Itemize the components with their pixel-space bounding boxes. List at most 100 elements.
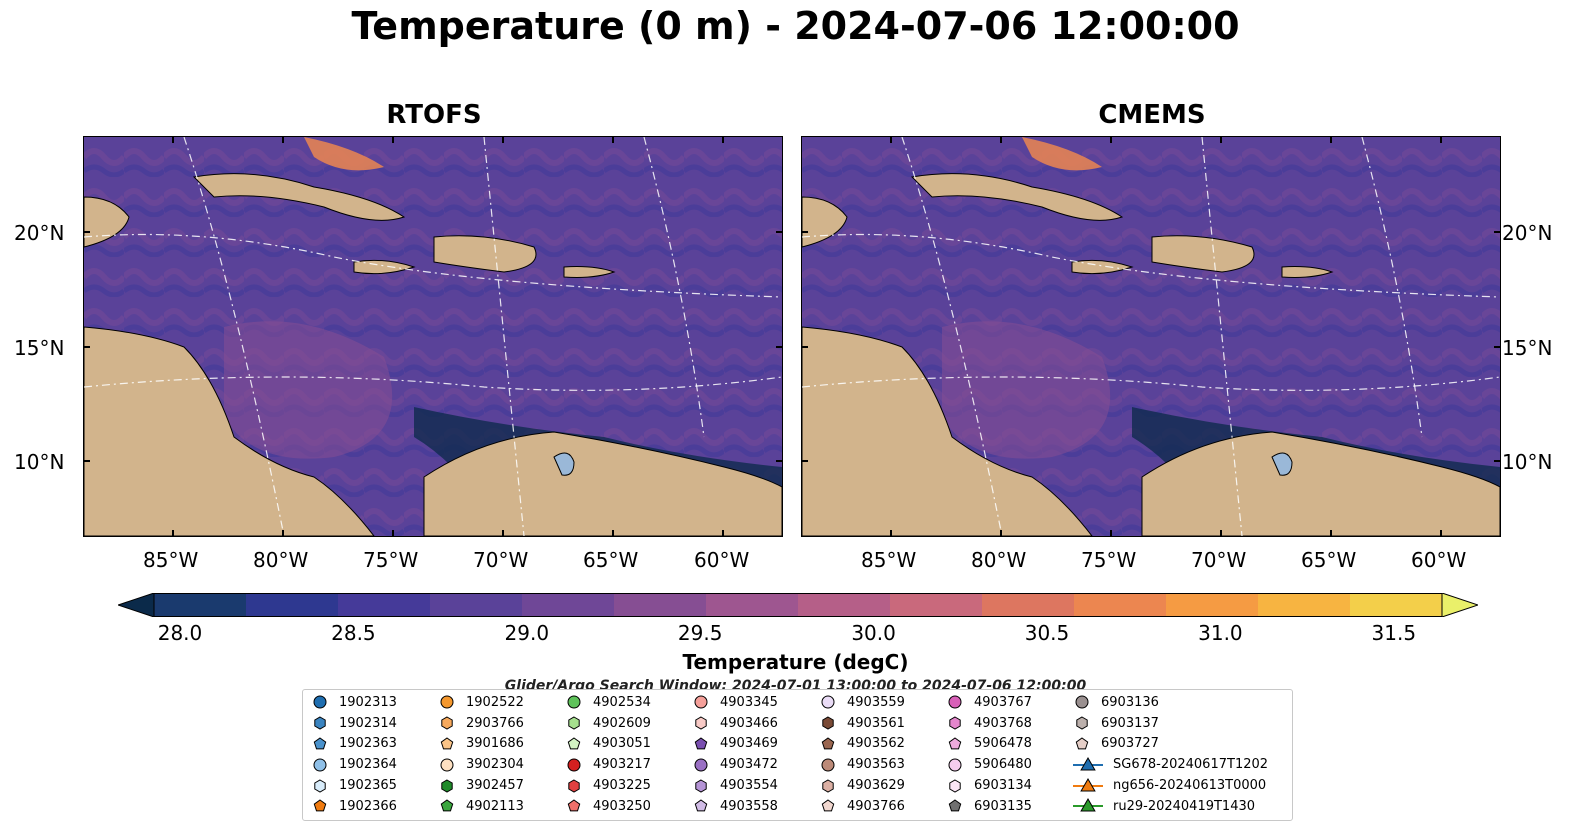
lon-label-60w-left: 60°W — [694, 548, 750, 572]
legend-marker-icon — [694, 695, 708, 709]
legend-item: 4903472 — [692, 754, 778, 775]
legend-marker-icon — [440, 758, 454, 772]
legend-label: 4902534 — [593, 694, 651, 710]
legend-marker-icon — [949, 779, 961, 793]
yucatan-land — [84, 196, 130, 248]
legend-label: ng656-20240613T0000 — [1113, 778, 1267, 794]
hexagon-marker-icon — [695, 716, 707, 730]
legend-marker-icon — [1075, 737, 1089, 750]
circle-marker-icon — [313, 695, 327, 709]
legend-label: SG678-20240617T1202 — [1113, 757, 1269, 773]
legend-marker-icon — [567, 737, 581, 750]
hexagon-marker-icon — [949, 779, 961, 793]
legend-marker-icon — [568, 779, 580, 793]
legend-marker-icon — [313, 695, 327, 709]
legend-item: 4902113 — [438, 796, 524, 817]
yucatan-land — [802, 196, 848, 248]
legend-marker-icon — [694, 799, 708, 812]
legend-label: 4903766 — [847, 798, 905, 814]
legend-item: 2903766 — [438, 713, 524, 734]
legend-item: 1902364 — [311, 754, 397, 775]
colorbar-segment — [1074, 593, 1167, 617]
legend-label: 6903137 — [1101, 715, 1159, 731]
colorbar-graphic — [116, 592, 1480, 618]
colorbar-segment — [982, 593, 1075, 617]
lat-label-10n-right: 10°N — [1502, 450, 1553, 474]
legend-item: 6903134 — [946, 775, 1032, 796]
legend-column: 1902313 1902314 1902363 1902364 1902365 19023… — [311, 692, 397, 817]
hexagon-marker-icon — [314, 779, 326, 793]
pentagon-marker-icon — [1075, 737, 1089, 750]
legend-label: 4903559 — [847, 694, 905, 710]
colorbar-tick-label: 31.0 — [1198, 621, 1243, 645]
legend-marker-icon — [1073, 777, 1103, 792]
legend-item: 1902313 — [311, 692, 397, 713]
legend-label: 1902366 — [339, 798, 397, 814]
warm-water-patch — [942, 321, 1111, 459]
legend-item: 4903345 — [692, 692, 778, 713]
legend-column: 4902534 4902609 4903051 4903217 4903225 49032… — [565, 692, 651, 817]
eez-boundary-line — [802, 376, 1500, 391]
circle-marker-icon — [567, 695, 581, 709]
legend-marker-icon — [313, 758, 327, 772]
legend-item: 4903767 — [946, 692, 1032, 713]
legend-label: 4902609 — [593, 715, 651, 731]
legend-marker-icon — [948, 758, 962, 772]
legend-item: 4903563 — [819, 754, 905, 775]
legend-marker-icon — [568, 716, 580, 730]
legend-label: 6903727 — [1101, 736, 1159, 752]
legend-marker-icon — [314, 716, 326, 730]
legend-label: 6903136 — [1101, 694, 1159, 710]
lon-label-80w-left: 80°W — [253, 548, 309, 572]
colorbar-extend-high — [1441, 592, 1480, 618]
colorbar-tick-label: 29.0 — [504, 621, 550, 645]
legend-item: 5906480 — [946, 754, 1032, 775]
hispaniola-land — [433, 235, 537, 273]
legend-label: 1902364 — [339, 757, 397, 773]
lon-label-70w-left: 70°W — [473, 548, 529, 572]
colorbar-segment — [154, 593, 247, 617]
legend-label: 1902363 — [339, 736, 397, 752]
jamaica-land — [1071, 259, 1134, 275]
lake-maracaibo — [553, 452, 575, 476]
rtofs-map — [83, 136, 783, 537]
legend-label: 1902522 — [466, 694, 524, 710]
eez-boundary-line — [483, 137, 525, 536]
puerto-rico-land — [1281, 266, 1334, 278]
colorbar-segment — [614, 593, 707, 617]
legend-label: 1902365 — [339, 778, 397, 794]
legend-marker-icon — [313, 799, 327, 812]
legend-label: ru29-20240419T1430 — [1113, 798, 1256, 814]
legend-marker-icon — [567, 695, 581, 709]
legend-item: 6903136 — [1073, 692, 1268, 713]
colorbar-segment — [1258, 593, 1351, 617]
hexagon-marker-icon — [568, 779, 580, 793]
legend-marker-icon — [440, 799, 454, 812]
pentagon-marker-icon — [821, 737, 835, 750]
colorbar-segment — [246, 593, 339, 617]
hexagon-marker-icon — [441, 716, 453, 730]
pentagon-marker-icon — [313, 799, 327, 812]
puerto-rico-land — [563, 266, 616, 278]
legend-column: 4903767 4903768 5906478 5906480 6903134 69031… — [946, 692, 1032, 817]
warm-water-patch — [224, 321, 393, 459]
eez-boundary-line — [643, 137, 705, 438]
legend-marker-icon — [822, 716, 834, 730]
colorbar-tick-label: 29.5 — [677, 621, 723, 645]
legend-label: 3902304 — [466, 757, 524, 773]
lon-label-85w-left: 85°W — [143, 548, 199, 572]
hot-water-patch — [1022, 137, 1102, 171]
legend-marker-icon — [948, 737, 962, 750]
cmems-map — [801, 136, 1501, 537]
colorbar-tick-label: 30.5 — [1024, 621, 1070, 645]
legend-marker-icon — [949, 716, 961, 730]
eez-boundary-line — [901, 137, 1003, 536]
pentagon-marker-icon — [440, 799, 454, 812]
legend-label: 3901686 — [466, 736, 524, 752]
map-canvas — [84, 137, 782, 536]
legend-marker-icon — [822, 779, 834, 793]
colorbar-segment — [1350, 593, 1443, 617]
legend-item: 4903225 — [565, 775, 651, 796]
south-america-land — [1141, 431, 1500, 536]
panel-title-cmems: CMEMS — [1098, 100, 1206, 130]
